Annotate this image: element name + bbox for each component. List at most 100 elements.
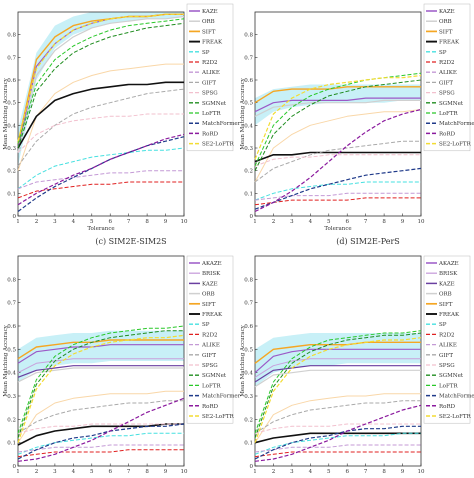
x-tick-label: 7 [364, 219, 368, 225]
chart-panel-1: 0 0.1 0.2 0.3 0.4 0.5 0.6 0.7 0.8 1 2 3 4 5 6 7 8 9 10 Tole… [3, 3, 241, 232]
x-tick-label: 10 [418, 469, 425, 474]
legend-label-orb: ORB [202, 19, 215, 25]
series-line-spsg [254, 423, 421, 434]
series-line-sp [254, 432, 421, 455]
confidence-band [255, 333, 421, 387]
legend-label-kaze: KAZE [202, 9, 218, 15]
legend-label-sift: SIFT [439, 302, 453, 308]
series-line-sp [17, 432, 184, 455]
series-line-brisk [254, 358, 421, 378]
y-tick-label: 0.4 [244, 371, 253, 377]
y-tick-label: 0.5 [7, 101, 16, 107]
legend-label-rord: RoRD [202, 131, 219, 137]
confidence-band [18, 330, 184, 382]
x-tick-label: 3 [290, 469, 294, 474]
legend-label-se2-loftr: SE2-LoFTR [439, 414, 472, 420]
legend-label-loftr: LoFTR [439, 383, 458, 389]
legend-label-r2d2: R2D2 [202, 332, 218, 338]
series-line-kaze [254, 97, 421, 113]
x-tick-label: 4 [309, 469, 313, 474]
y-tick-label: 0.6 [7, 324, 16, 330]
x-axis-label: Tolerance [87, 226, 114, 232]
series-line-loftr [17, 18, 185, 144]
legend-label-rord: RoRD [202, 404, 219, 410]
plot-frame [17, 255, 185, 467]
x-tick-label: 6 [345, 469, 349, 474]
x-tick-label: 2 [272, 219, 276, 225]
legend-label-spsg: SPSG [439, 363, 455, 369]
series-line-sift [254, 341, 421, 364]
series-line-r2d2 [254, 197, 421, 206]
x-tick-label: 8 [382, 469, 386, 474]
legend: KAZE ORB SIFT FREAK SP R2D2 ALIKE GIFT SPSG SGMNe… [423, 3, 474, 152]
legend-label-sgmnet: SGMNet [439, 373, 464, 379]
x-tick-label: 7 [364, 469, 368, 474]
y-tick-label: 0.5 [244, 347, 253, 353]
legend-label-brisk: BRISK [439, 271, 458, 277]
series-line-unlabeled [254, 393, 421, 443]
legend-label-rord: RoRD [439, 404, 456, 410]
y-tick-label: 0.1 [244, 191, 253, 197]
x-tick-label: 10 [181, 219, 188, 225]
series-line-alike [254, 444, 421, 453]
legend-box [423, 255, 471, 424]
x-tick-label: 1 [253, 219, 257, 225]
legend-label-spsg: SPSG [439, 91, 455, 97]
series-line-unlabeled [254, 109, 422, 183]
legend-label-kaze: KAZE [439, 281, 455, 287]
legend-label-matchformer: MatchFormer [439, 394, 474, 400]
series-line-se2-loftr [17, 334, 185, 443]
series-line-sgmnet [17, 330, 184, 439]
legend-label-freak: FREAK [439, 40, 460, 46]
x-tick-label: 5 [327, 469, 331, 474]
y-tick-label: 0.2 [244, 169, 253, 175]
legend-label-brisk: BRISK [202, 271, 221, 277]
x-tick-label: 3 [290, 219, 294, 225]
y-axis-label: Mean Matching Accuracy [240, 77, 246, 149]
legend-label-alike: ALIKE [201, 70, 220, 76]
y-tick-label: 0.4 [244, 123, 253, 129]
series-line-freak [254, 432, 421, 444]
x-tick-label: 3 [53, 219, 57, 225]
x-tick-label: 5 [90, 219, 94, 225]
x-tick-label: 3 [53, 469, 57, 474]
legend-label-sgmnet: SGMNet [202, 373, 227, 379]
series-line-akaze [17, 344, 184, 364]
legend-label-freak: FREAK [202, 40, 223, 46]
y-tick-label: 0.2 [7, 169, 16, 175]
x-tick-label: 7 [127, 469, 131, 474]
legend-label-r2d2: R2D2 [439, 332, 455, 338]
series-line-freak [17, 81, 184, 149]
legend: AKAZE BRISK KAZE ORB SIFT FREAK SP R2D2 ALIKE GIF… [423, 255, 474, 424]
series-line-r2d2 [17, 449, 184, 458]
y-tick-label: 0.1 [7, 441, 16, 447]
legend-label-gift: GIFT [439, 353, 453, 359]
legend-label-freak: FREAK [439, 312, 460, 318]
legend-label-sgmnet: SGMNet [439, 101, 464, 107]
y-tick-label: 0.5 [244, 101, 253, 107]
series-line-loftr [254, 330, 422, 434]
series-line-se2-loftr [254, 74, 422, 160]
series-line-akaze [254, 348, 421, 374]
x-tick-label: 9 [401, 469, 405, 474]
series-line-unlabeled [17, 390, 184, 443]
chart-panel-4: (d) SIM2E-PerS 0 0.1 0.2 0.3 0.4 0.5 0.6 0.7 0.8 1… [240, 237, 474, 478]
series-line-sgmnet [254, 332, 422, 439]
chart-title: (d) SIM2E-PerS [336, 237, 400, 246]
series-line-sgmnet [17, 22, 185, 149]
y-tick-label: 0 [250, 214, 254, 220]
series-line-sift [254, 86, 421, 104]
y-tick-label: 0.8 [244, 33, 253, 39]
series-line-se2-loftr [17, 13, 184, 142]
legend-label-sift: SIFT [202, 29, 216, 35]
series-line-matchformer [254, 425, 421, 460]
legend-label-loftr: LoFTR [202, 111, 221, 117]
chart-panel-2: 0 0.1 0.2 0.3 0.4 0.5 0.6 0.7 0.8 1 2 3 4 5 6 7 8 9 10 Tole… [240, 3, 474, 232]
x-tick-label: 1 [253, 469, 257, 474]
legend: AKAZE BRISK KAZE ORB SIFT FREAK SP R2D2 ALIKE GIF… [186, 255, 241, 424]
x-tick-label: 8 [382, 219, 386, 225]
x-tick-label: 1 [16, 219, 20, 225]
series-line-unlabeled [17, 63, 184, 171]
series-line-spsg [254, 154, 421, 167]
